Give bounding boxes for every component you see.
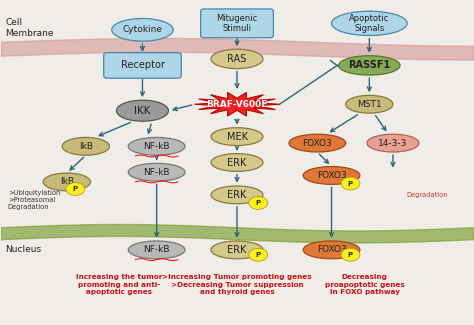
Text: MST1: MST1 <box>357 100 382 109</box>
Ellipse shape <box>112 19 173 41</box>
Text: P: P <box>348 180 353 187</box>
Text: ERK: ERK <box>228 158 246 167</box>
Text: P: P <box>255 252 261 258</box>
Polygon shape <box>194 92 280 116</box>
Ellipse shape <box>211 128 263 146</box>
Text: NF-kB: NF-kB <box>144 245 170 254</box>
Text: Apoptotic
Signals: Apoptotic Signals <box>349 14 390 33</box>
Ellipse shape <box>338 56 400 75</box>
Text: RAS: RAS <box>228 54 246 64</box>
Text: MEK: MEK <box>227 132 247 142</box>
Ellipse shape <box>128 241 185 259</box>
Ellipse shape <box>211 154 263 171</box>
Ellipse shape <box>117 100 168 121</box>
Ellipse shape <box>331 11 407 35</box>
Text: NF-kB: NF-kB <box>144 168 170 177</box>
Circle shape <box>341 177 360 190</box>
Text: Increasing the tumor
promoting and anti-
apoptotic genes: Increasing the tumor promoting and anti-… <box>76 274 162 295</box>
Text: P: P <box>255 200 261 206</box>
Ellipse shape <box>303 166 360 184</box>
Circle shape <box>66 183 85 196</box>
Ellipse shape <box>128 137 185 155</box>
Ellipse shape <box>346 95 393 113</box>
Text: RASSF1: RASSF1 <box>348 60 391 71</box>
Circle shape <box>249 248 268 261</box>
Text: FOXO3: FOXO3 <box>302 138 332 148</box>
Ellipse shape <box>211 186 263 204</box>
Circle shape <box>341 248 360 261</box>
Text: FOXO3: FOXO3 <box>317 245 346 254</box>
Ellipse shape <box>128 163 185 181</box>
Circle shape <box>249 197 268 209</box>
Text: Mitugenic
Stimuli: Mitugenic Stimuli <box>216 14 258 33</box>
Text: >Ubiquitylation
>Proteasomal
Degradation: >Ubiquitylation >Proteasomal Degradation <box>8 190 60 210</box>
Text: Nucleus: Nucleus <box>5 245 42 254</box>
Text: 14-3-3: 14-3-3 <box>378 138 408 148</box>
Text: Cytokine: Cytokine <box>122 25 163 34</box>
Text: ERK: ERK <box>228 245 246 255</box>
Ellipse shape <box>367 134 419 152</box>
Ellipse shape <box>62 137 109 155</box>
Ellipse shape <box>289 134 346 152</box>
Text: Receptor: Receptor <box>120 60 164 71</box>
Text: ERK: ERK <box>228 190 246 200</box>
Text: IKK: IKK <box>134 106 151 116</box>
Text: IkB: IkB <box>79 142 93 151</box>
Text: FOXO3: FOXO3 <box>317 171 346 180</box>
Text: NF-kB: NF-kB <box>144 142 170 151</box>
Ellipse shape <box>303 241 360 259</box>
Text: Degradation: Degradation <box>406 192 448 198</box>
FancyBboxPatch shape <box>104 53 181 78</box>
Text: P: P <box>348 252 353 258</box>
Ellipse shape <box>211 49 263 69</box>
Text: P: P <box>73 186 78 192</box>
Text: BRAF-V600E: BRAF-V600E <box>206 100 268 109</box>
Ellipse shape <box>43 173 91 191</box>
Text: IkB: IkB <box>60 177 74 187</box>
Text: Cell
Membrane: Cell Membrane <box>5 19 54 38</box>
Text: >Increasing Tumor promoting genes
>Decreasing Tumor suppression
and thyroid gene: >Increasing Tumor promoting genes >Decre… <box>162 274 312 295</box>
Text: Decreasing
proapoptotic genes
in FOXO pathway: Decreasing proapoptotic genes in FOXO pa… <box>325 274 404 295</box>
FancyBboxPatch shape <box>201 9 273 38</box>
Ellipse shape <box>211 241 263 259</box>
